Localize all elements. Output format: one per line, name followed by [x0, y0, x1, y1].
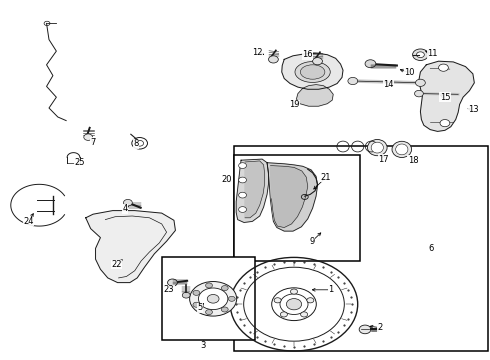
Circle shape: [221, 285, 228, 291]
Polygon shape: [267, 163, 318, 231]
Bar: [234, 155, 360, 261]
Bar: [234, 146, 488, 351]
Circle shape: [416, 79, 425, 86]
Text: 17: 17: [378, 154, 389, 163]
Text: 15: 15: [440, 93, 450, 102]
Circle shape: [228, 296, 235, 301]
Circle shape: [313, 58, 322, 65]
Text: 20: 20: [221, 175, 232, 184]
Circle shape: [280, 312, 288, 317]
Circle shape: [193, 291, 200, 296]
Text: 12: 12: [252, 48, 263, 57]
Ellipse shape: [371, 142, 384, 153]
Circle shape: [207, 294, 219, 303]
Text: 24: 24: [23, 217, 34, 226]
Text: 1: 1: [328, 285, 333, 294]
Circle shape: [307, 298, 314, 303]
Text: 9: 9: [310, 237, 315, 246]
Text: 14: 14: [383, 80, 394, 89]
Circle shape: [198, 288, 228, 310]
Circle shape: [413, 49, 428, 60]
Text: 18: 18: [408, 156, 418, 165]
Text: 7: 7: [91, 138, 96, 147]
Circle shape: [440, 120, 450, 127]
Polygon shape: [270, 166, 308, 228]
Text: 13: 13: [468, 105, 479, 114]
Text: 21: 21: [320, 173, 331, 182]
Text: 22: 22: [111, 260, 122, 269]
Circle shape: [348, 77, 358, 85]
Circle shape: [300, 312, 308, 317]
Ellipse shape: [300, 65, 325, 79]
Text: 16: 16: [302, 50, 313, 59]
Text: 5: 5: [197, 303, 202, 312]
Circle shape: [239, 177, 246, 183]
Circle shape: [206, 283, 213, 288]
Ellipse shape: [392, 141, 412, 158]
Circle shape: [239, 163, 246, 168]
Text: 3: 3: [201, 341, 206, 350]
Text: 25: 25: [74, 158, 85, 167]
Ellipse shape: [395, 144, 408, 155]
Circle shape: [239, 192, 246, 198]
Ellipse shape: [295, 62, 330, 82]
Circle shape: [239, 207, 246, 212]
Text: 19: 19: [289, 100, 299, 109]
Bar: [162, 257, 255, 340]
Text: 10: 10: [404, 68, 415, 77]
Circle shape: [286, 298, 302, 310]
Polygon shape: [236, 159, 269, 222]
Circle shape: [365, 60, 376, 68]
Text: 23: 23: [164, 285, 174, 294]
Text: 11: 11: [427, 49, 438, 58]
Circle shape: [415, 90, 423, 97]
Text: 8: 8: [134, 139, 139, 148]
Circle shape: [359, 325, 371, 334]
Circle shape: [193, 302, 200, 307]
Circle shape: [439, 64, 448, 71]
Circle shape: [274, 298, 281, 303]
Polygon shape: [419, 61, 474, 131]
Circle shape: [291, 289, 297, 294]
Circle shape: [182, 292, 190, 298]
Circle shape: [206, 310, 213, 315]
Circle shape: [416, 52, 424, 58]
Text: 2: 2: [377, 323, 382, 332]
Polygon shape: [282, 53, 343, 89]
Text: 6: 6: [429, 244, 434, 253]
Polygon shape: [245, 161, 265, 218]
Circle shape: [221, 307, 228, 312]
Circle shape: [168, 279, 177, 286]
Ellipse shape: [368, 140, 387, 156]
Circle shape: [123, 199, 132, 206]
Polygon shape: [86, 211, 175, 283]
Circle shape: [190, 282, 237, 316]
Polygon shape: [296, 85, 333, 106]
Circle shape: [269, 56, 278, 63]
Text: 4: 4: [122, 204, 127, 213]
Circle shape: [84, 134, 93, 140]
